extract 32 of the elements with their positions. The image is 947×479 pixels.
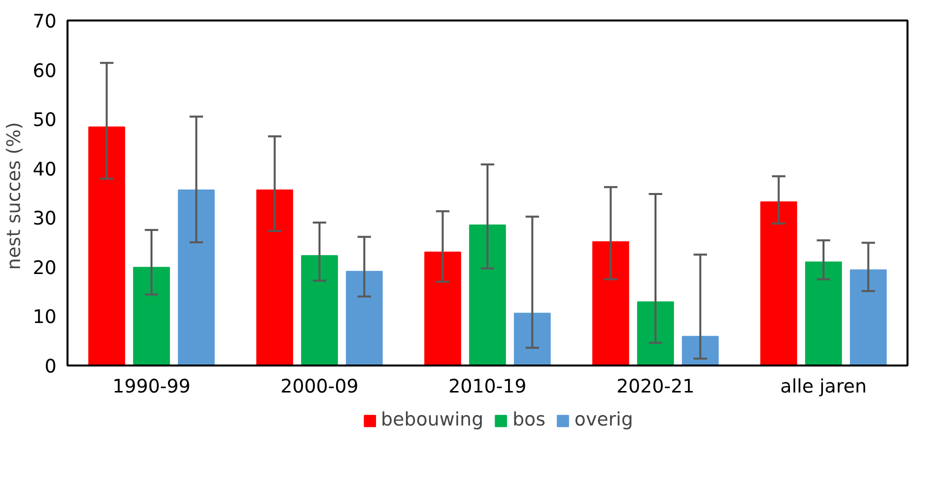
x-tick-label: alle jaren	[780, 376, 867, 398]
x-tick-label: 1990-99	[112, 376, 190, 398]
bar	[88, 126, 126, 366]
bar	[178, 190, 215, 366]
legend-label: bebouwing	[380, 410, 484, 430]
y-tick-label: 0	[44, 356, 57, 378]
y-tick-label: 20	[32, 258, 57, 279]
x-tick-label: 2000-09	[280, 376, 358, 398]
y-tick-label: 10	[32, 307, 57, 328]
y-tick-label: 60	[32, 60, 57, 82]
bar	[592, 241, 630, 366]
bar	[514, 312, 551, 366]
bar	[850, 269, 887, 366]
bar	[346, 270, 383, 366]
bar	[760, 201, 798, 366]
bar	[256, 190, 294, 366]
bar	[301, 255, 338, 366]
bar	[424, 252, 462, 366]
x-tick-label: 2010-19	[448, 376, 526, 398]
legend-label: overig	[574, 410, 634, 430]
y-tick-label: 30	[32, 208, 57, 230]
bar	[637, 301, 674, 366]
bar	[133, 266, 170, 366]
bar	[805, 262, 842, 366]
bar	[469, 224, 506, 366]
y-tick-label: 50	[32, 110, 57, 132]
y-axis-title: nest succes (%)	[4, 122, 25, 270]
legend-label: bos	[512, 410, 546, 430]
y-tick-label: 40	[32, 159, 57, 180]
y-tick-label: 70	[32, 12, 57, 32]
x-tick-label: 2020-21	[616, 376, 694, 398]
bar	[682, 336, 719, 366]
